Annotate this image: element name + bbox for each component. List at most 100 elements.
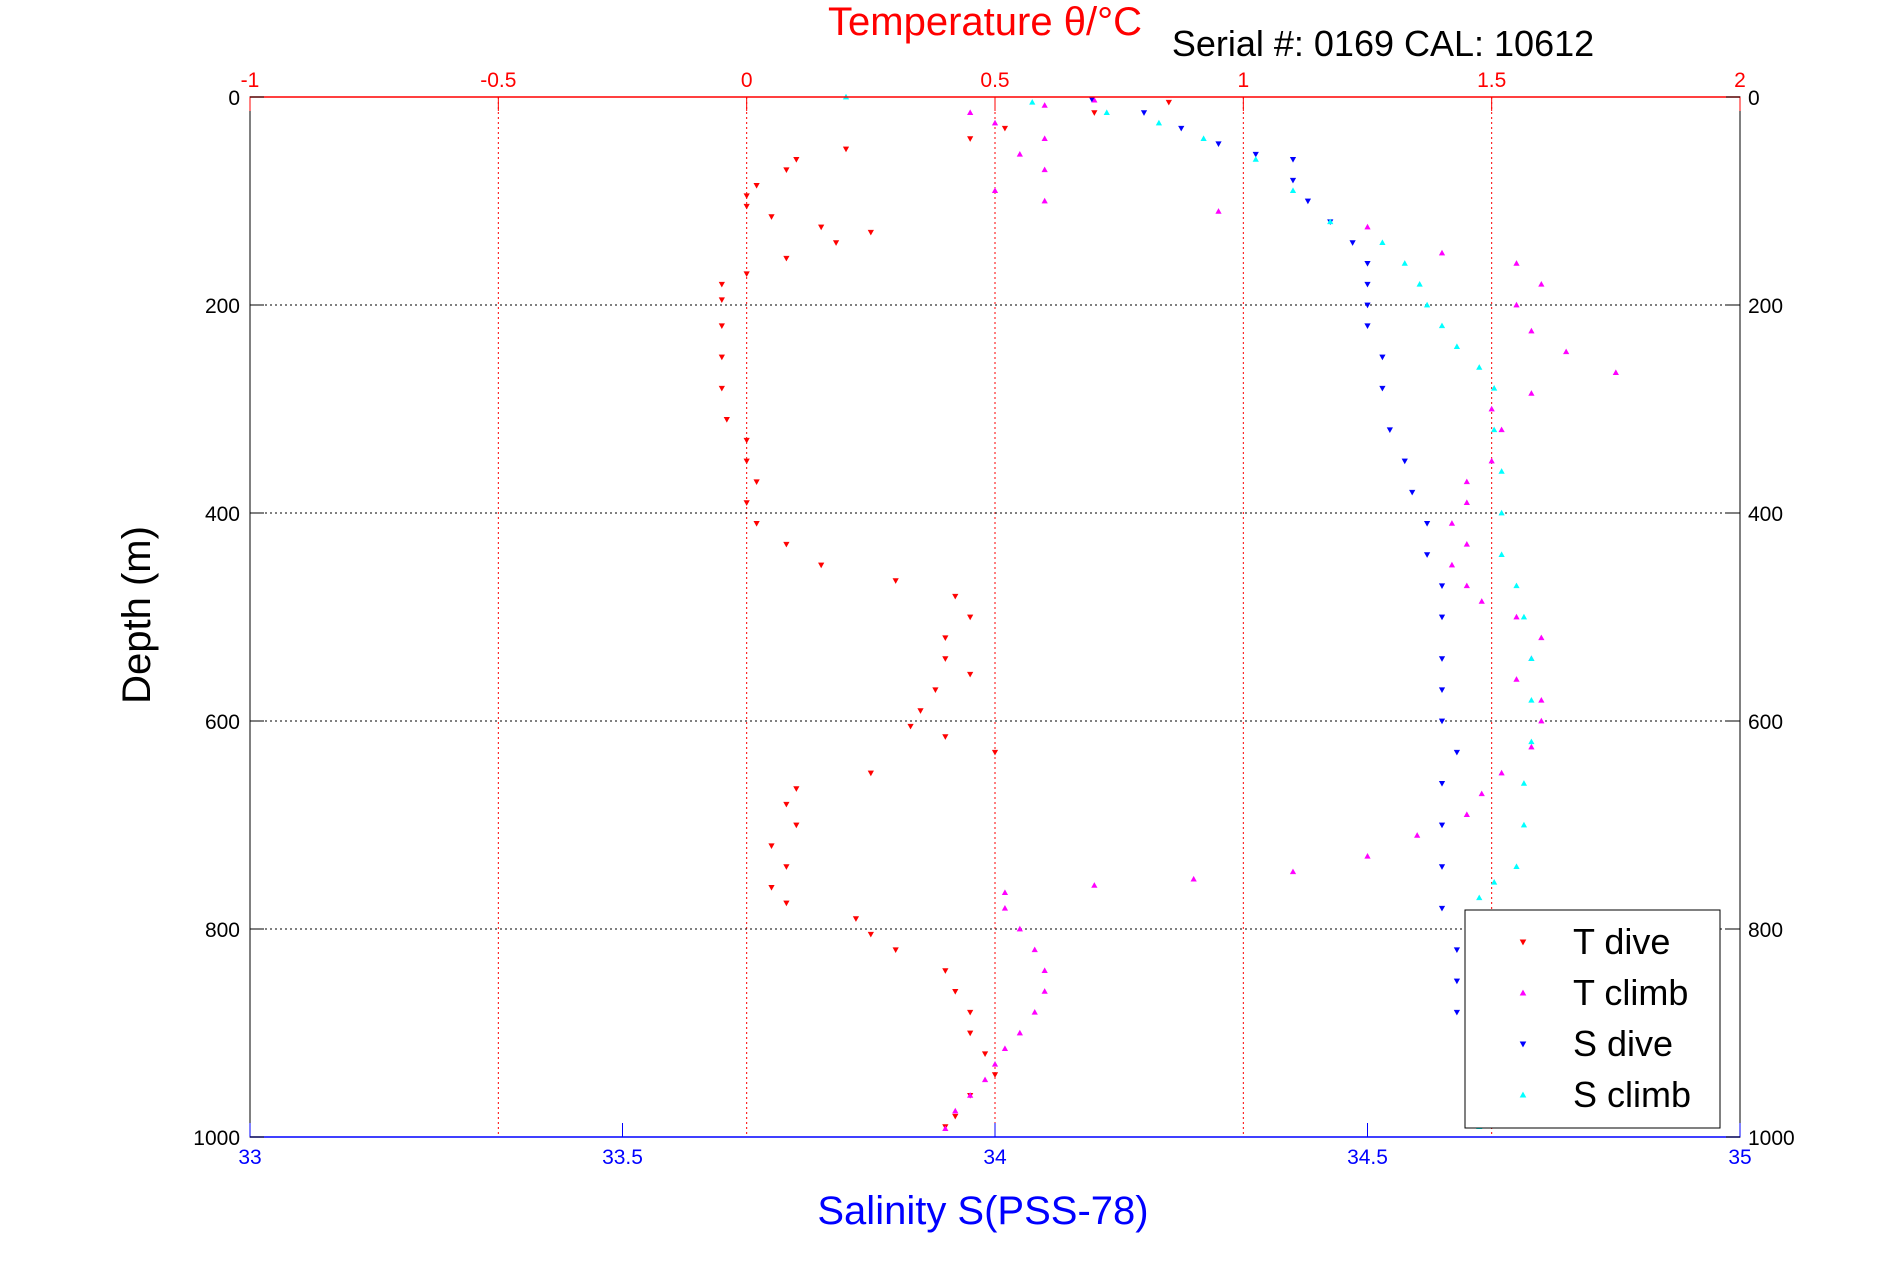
data-point [907,723,914,730]
data-point [967,136,974,142]
data-point [952,593,959,600]
data-point [1364,323,1371,330]
data-point [1538,717,1545,724]
temperature-tick-label: 1.5 [1477,69,1506,92]
data-point [1364,223,1371,230]
data-point [967,1009,974,1016]
depth-tick-label-right: 600 [1748,711,1783,734]
data-point [1563,348,1570,355]
data-point [1140,110,1148,116]
data-point [1448,561,1456,568]
data-point [1453,978,1461,985]
data-point [1091,882,1098,888]
data-point [1041,135,1048,141]
data-point [1401,260,1408,266]
data-point [1538,696,1545,703]
depth-tick-label-right: 1000 [1748,1127,1795,1150]
data-point [1478,790,1485,797]
data-point [793,822,800,829]
data-point [1041,102,1048,108]
temperature-tick-label: 1 [1237,69,1249,92]
data-point [1289,187,1297,193]
data-point [952,989,959,995]
data-point [1252,151,1259,158]
legend-label: T climb [1573,972,1688,1013]
depth-tick-label-left: 800 [205,919,240,942]
data-point [743,193,750,200]
data-point [932,687,939,694]
data-point [718,281,725,288]
salinity-axis-title: Salinity S(PSS-78) [817,1189,1148,1233]
data-point [942,968,949,974]
data-point [1463,540,1470,547]
data-point [967,109,974,115]
data-point [1029,98,1036,105]
data-point [1538,634,1545,641]
legend-label: S climb [1573,1074,1691,1115]
data-point [991,1060,999,1067]
data-point [783,541,790,548]
data-point [942,635,949,642]
data-point [1498,468,1505,474]
data-point [1386,427,1393,434]
axes: -1 -0.5 0 0.5 1 1.5 2 33 33.5 34 34.5 35 0 0 200 200 400… [193,69,1794,1169]
data-point [1513,863,1520,869]
data-point [1612,369,1619,375]
data-point [981,1051,989,1058]
data-point [1438,322,1446,329]
data-point [783,255,790,262]
data-point [867,931,874,938]
data-point [753,521,760,527]
data-point [1453,1009,1461,1016]
data-point [1463,811,1470,817]
data-point [892,578,899,584]
data-point [1438,614,1446,621]
data-point [793,157,800,163]
data-point [1453,343,1461,349]
data-point [1041,197,1048,204]
legend-marker [1519,1091,1527,1098]
data-point [1528,327,1535,334]
data-point [1379,354,1386,361]
salinity-tick-label: 33 [238,1146,261,1169]
data-point [1463,582,1470,589]
data-point [1200,135,1207,141]
data-point [1491,384,1498,391]
data-point [1498,551,1505,557]
data-point [1379,239,1386,245]
data-point [1423,521,1431,527]
data-point [967,1030,974,1037]
data-point [1349,240,1356,246]
data-point [768,843,775,850]
data-point [1438,249,1446,256]
data-point [1016,1029,1023,1036]
data-point [867,770,874,777]
data-point [1416,280,1423,287]
legend: T dive T climb S dive S climb [1464,909,1721,1129]
data-point [1091,110,1098,116]
data-point [1031,1008,1038,1015]
data-point [1528,743,1535,750]
data-point [1491,878,1498,885]
data-point [1438,864,1446,870]
data-point [842,146,850,153]
depth-tick-label-right: 800 [1748,919,1783,942]
data-point [743,500,750,506]
legend-box [1464,909,1721,1129]
series-t-climb [942,96,1619,1132]
data-point [718,354,725,361]
data-point [783,167,790,174]
data-point [1491,426,1498,433]
series-t-dive [718,99,1172,1130]
data-point [1528,390,1535,396]
data-point [1103,109,1110,115]
data-point [743,271,750,278]
data-point [1190,875,1197,882]
data-point [1488,405,1495,412]
data-point [1513,582,1520,589]
data-point [718,297,725,304]
data-point [1438,822,1446,829]
data-point [1528,696,1535,703]
data-point [867,229,874,236]
data-point [718,323,725,330]
